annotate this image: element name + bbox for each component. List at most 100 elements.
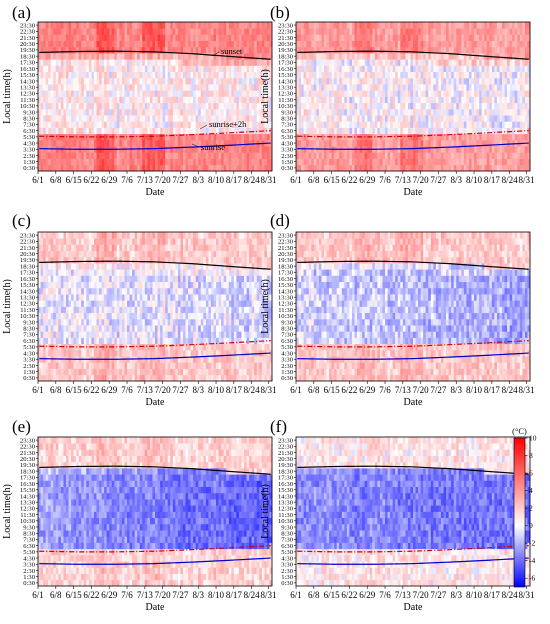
heat-cell <box>205 164 209 172</box>
heat-cell <box>73 287 77 295</box>
heat-cell <box>405 34 409 41</box>
heat-cell <box>134 158 138 166</box>
heat-cell <box>200 115 204 122</box>
heat-cell <box>351 22 355 29</box>
heat-cell <box>514 46 518 54</box>
heat-cell <box>43 263 46 270</box>
heat-cell <box>379 28 383 35</box>
heat-cell <box>38 356 41 363</box>
heat-cell <box>461 71 465 79</box>
heat-cell <box>451 164 455 172</box>
heat-cell <box>71 232 74 239</box>
heat-cell <box>504 22 508 29</box>
heat-cell <box>499 152 503 159</box>
heat-cell <box>522 71 526 79</box>
heat-cell <box>132 152 135 159</box>
heat-cell <box>162 164 166 172</box>
heat-cell <box>144 71 148 79</box>
heat-cell <box>479 77 483 85</box>
heat-cell <box>63 152 67 159</box>
heat-cell <box>43 59 46 66</box>
heat-cell <box>438 102 442 110</box>
heat-cell <box>205 53 209 60</box>
heat-cell <box>329 59 332 66</box>
heat-cell <box>231 102 235 110</box>
heat-cell <box>76 374 80 382</box>
heat-cell <box>93 127 97 135</box>
heat-cell <box>213 59 217 66</box>
heat-cell <box>489 77 493 85</box>
heat-cell <box>233 77 237 85</box>
heat-cell <box>124 77 128 85</box>
heat-cell <box>216 152 219 159</box>
heat-cell <box>387 127 391 135</box>
heat-cell <box>407 158 411 166</box>
heat-cell <box>244 164 247 172</box>
heat-cell <box>147 146 151 153</box>
heat-cell <box>78 275 82 283</box>
heat-cell <box>38 318 41 326</box>
heat-cell <box>65 28 69 35</box>
heat-cell <box>527 108 531 116</box>
heat-cell <box>481 152 485 159</box>
heat-cell <box>177 65 181 73</box>
heat-cell <box>448 164 452 172</box>
heat-cell <box>129 53 133 60</box>
heat-cell <box>76 102 80 110</box>
heat-cell <box>466 22 470 29</box>
heat-cell <box>45 115 49 122</box>
heat-cell <box>481 139 485 147</box>
heat-cell <box>318 158 322 166</box>
heat-cell <box>226 139 230 147</box>
heat-cell <box>517 90 521 97</box>
heat-cell <box>231 96 235 104</box>
heat-cell <box>63 121 67 128</box>
heat-cell <box>334 158 338 166</box>
heat-cell <box>410 84 414 91</box>
heat-cell <box>188 34 191 41</box>
heat-cell <box>433 139 437 147</box>
heat-cell <box>385 71 388 79</box>
heat-cell <box>392 22 396 29</box>
heat-cell <box>519 121 523 128</box>
heat-cell <box>121 127 125 135</box>
heat-cell <box>223 77 227 85</box>
heat-cell <box>413 22 416 29</box>
heat-cell <box>359 127 363 135</box>
heat-cell <box>205 115 209 122</box>
sunrise2-line <box>39 130 271 138</box>
heat-cell <box>132 139 135 147</box>
heat-cell <box>226 102 230 110</box>
heat-cell <box>474 121 477 128</box>
heat-cell <box>476 133 480 141</box>
heat-cell <box>200 102 204 110</box>
heat-cell <box>223 121 227 128</box>
heat-cell <box>308 28 312 35</box>
heat-cell <box>86 46 90 54</box>
heat-cell <box>491 59 495 66</box>
heat-cell <box>387 96 391 104</box>
heat-cell <box>180 34 184 41</box>
heat-cell <box>160 46 163 54</box>
heat-cell <box>208 53 212 60</box>
heat-cell <box>203 40 207 48</box>
heat-cell <box>471 22 475 29</box>
heat-cell <box>418 152 421 159</box>
heat-cell <box>443 59 447 66</box>
heat-cell <box>81 102 85 110</box>
heat-cell <box>395 59 399 66</box>
heat-cell <box>349 28 353 35</box>
heat-cell <box>496 34 500 41</box>
heat-cell <box>266 46 270 54</box>
heat-cell <box>45 244 49 251</box>
heat-cell <box>357 59 360 66</box>
heat-cell <box>311 115 315 122</box>
heat-cell <box>165 28 169 35</box>
heat-cell <box>58 90 62 97</box>
heat-cell <box>418 96 421 104</box>
y-tick-label: 4:30 <box>23 140 35 147</box>
heat-cell <box>369 90 373 97</box>
heat-cell <box>502 152 505 159</box>
heat-cell <box>73 343 77 351</box>
heat-cell <box>119 65 123 73</box>
